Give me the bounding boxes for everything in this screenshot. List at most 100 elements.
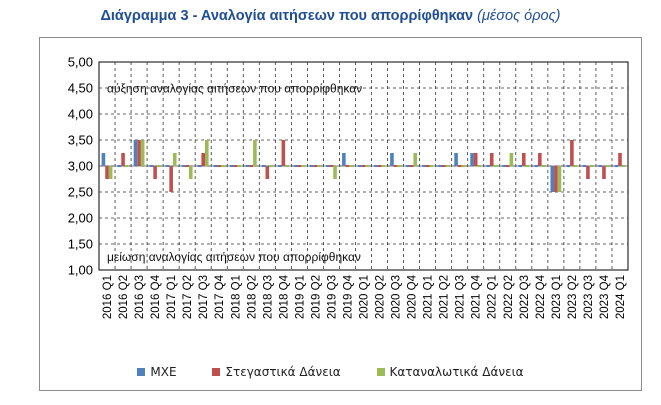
x-tick-label: 2017 Q4 [214,274,226,319]
legend-label-consumer-loans: Καταναλωτικά Δάνεια [389,365,524,379]
x-tick-label: 2016 Q2 [118,275,130,319]
bar-series-2 [429,165,434,167]
bar-series-1 [105,166,109,179]
bar-series-2 [237,165,241,167]
x-tick-label: 2021 Q4 [471,274,483,319]
x-tick-label: 2022 Q1 [487,275,499,319]
bar-series-0 [518,165,522,167]
bar-series-2 [221,165,225,167]
bar-series-2 [477,165,482,167]
x-tick-label: 2017 Q3 [198,275,210,319]
bar-series-2 [461,165,466,167]
x-tick-label: 2021 Q1 [423,275,435,319]
bar-series-2 [253,140,257,166]
x-tick-label: 2020 Q2 [375,275,387,319]
bar-series-2 [589,165,594,167]
bar-series-0 [245,165,250,167]
y-tick-label: 2,50 [68,185,93,200]
bar-series-1 [185,165,189,167]
bar-series-2 [557,166,562,192]
x-tick-label: 2019 Q4 [342,274,354,319]
bar-series-2 [413,153,417,166]
bar-series-2 [605,165,610,167]
bar-series-1 [121,153,125,166]
legend-item-mxe: ΜΧΕ [137,365,177,379]
bar-series-2 [381,165,385,167]
bar-series-1 [618,153,622,166]
x-tick-label: 2017 Q1 [166,275,178,319]
y-tick-label: 5,00 [68,55,93,70]
y-tick-label: 1,50 [68,237,93,252]
bar-series-1 [522,153,526,166]
bar-series-0 [422,165,426,167]
bar-series-1 [473,153,478,166]
x-tick-label: 2020 Q3 [391,275,403,319]
bar-series-0 [117,165,122,167]
bar-series-1 [249,165,254,167]
chart-frame [39,37,642,391]
bar-series-2 [269,165,273,167]
x-tick-label: 2018 Q3 [262,275,274,319]
x-tick-label: 2022 Q3 [519,275,531,319]
x-tick-label: 2022 Q4 [535,274,547,319]
x-tick-label: 2016 Q3 [134,275,146,319]
bar-series-0 [277,165,282,167]
bar-series-0 [502,165,506,167]
bar-series-1 [265,166,270,179]
bar-series-0 [358,165,362,167]
bar-series-2 [365,165,369,167]
bar-series-1 [409,165,414,167]
bar-series-1 [425,165,430,167]
bar-series-2 [140,140,145,166]
bar-series-1 [586,166,590,179]
x-tick-label: 2016 Q4 [150,274,162,319]
bar-series-2 [445,165,450,167]
bar-series-2 [156,165,161,167]
chart-title-main: Διάγραμμα 3 - Αναλογία αιτήσεων που απορ… [100,8,474,24]
y-tick-label: 4,00 [68,107,93,122]
legend-swatch-housing-loans [212,368,221,376]
legend-item-housing-loans: Στεγαστικά Δάνεια [212,365,341,379]
bar-series-0 [326,165,330,167]
bar-series-0 [165,165,170,167]
bar-series-2 [541,165,546,167]
bar-series-2 [188,166,193,179]
legend-swatch-consumer-loans [376,368,385,376]
bar-series-0 [101,153,106,166]
bar-series-1 [505,165,510,167]
bar-series-0 [454,153,458,166]
bar-series-1 [217,165,222,167]
x-tick-label: 2018 Q2 [246,275,258,319]
y-tick-label: 3,50 [68,133,93,148]
bar-series-1 [169,166,173,192]
x-tick-label: 2023 Q3 [583,275,595,319]
legend-item-consumer-loans: Καταναλωτικά Δάνεια [376,365,524,379]
bar-series-0 [181,165,186,167]
bar-series-0 [470,153,474,166]
bar-series-2 [108,166,113,179]
y-tick-label: 3,00 [68,159,93,174]
bar-series-0 [133,140,138,166]
x-tick-label: 2023 Q1 [551,275,563,319]
bar-series-0 [614,165,619,167]
bar-series-0 [598,165,603,167]
x-tick-label: 2021 Q2 [439,275,451,319]
bar-series-0 [229,165,234,167]
bar-series-1 [441,165,446,167]
x-tick-label: 2023 Q2 [567,275,579,319]
x-tick-label: 2020 Q4 [407,274,419,319]
bar-series-1 [345,165,350,167]
bar-series-1 [393,165,398,167]
x-tick-label: 2022 Q2 [503,275,515,319]
x-tick-label: 2023 Q4 [599,274,611,319]
bar-series-0 [534,165,539,167]
bar-series-2 [301,165,305,167]
bar-series-1 [361,165,366,167]
bar-series-1 [297,165,302,167]
bar-series-0 [197,165,202,167]
bar-series-0 [390,153,394,166]
bar-series-2 [509,153,514,166]
bar-series-1 [377,165,382,167]
x-tick-label: 2016 Q1 [102,275,114,319]
